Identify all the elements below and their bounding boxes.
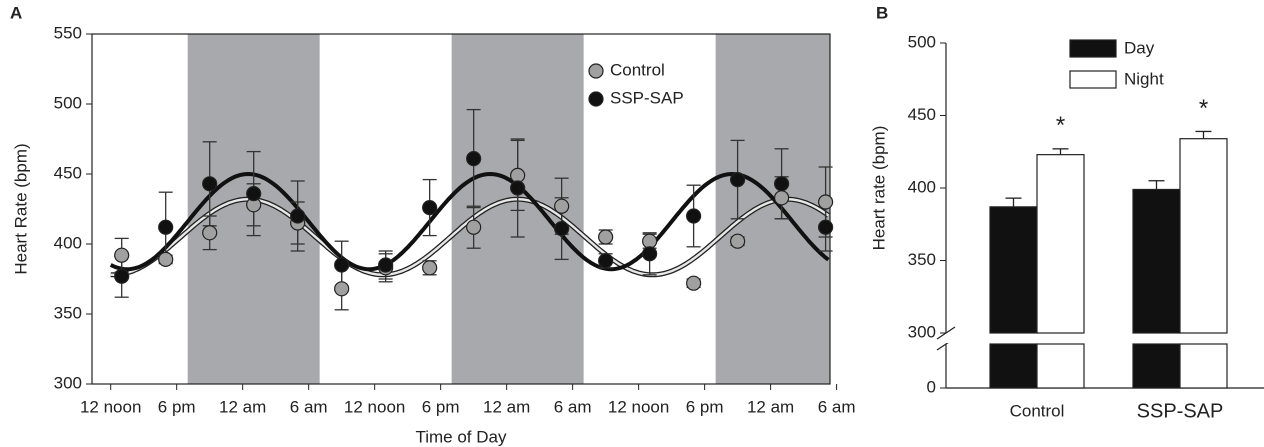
night-shade <box>715 34 830 384</box>
data-point <box>730 233 746 249</box>
y-tick-label: 500 <box>54 93 82 112</box>
data-point <box>202 225 218 241</box>
legend-swatch <box>588 63 604 79</box>
data-point <box>554 221 570 237</box>
bar-lower <box>989 343 1038 389</box>
data-point <box>158 251 174 267</box>
data-point <box>466 219 482 235</box>
legend-swatch <box>1069 70 1117 89</box>
x-tick-label: 6 am <box>554 397 592 416</box>
x-axis-label: Time of Day <box>415 427 507 446</box>
significance: * <box>1056 112 1065 139</box>
legend-label: SSP-SAP <box>610 88 684 107</box>
data-point <box>642 246 658 262</box>
x-tick-label: 12 am <box>747 397 794 416</box>
x-tick-label: 6 pm <box>158 397 196 416</box>
y-tick-label: 400 <box>908 177 936 196</box>
data-point <box>510 167 526 183</box>
y-axis-label: Heart rate (bpm) <box>869 126 888 251</box>
data-point <box>158 219 174 235</box>
y-tick-label: 550 <box>54 23 82 42</box>
bar-lower <box>1036 343 1085 389</box>
significance: * <box>1199 95 1208 122</box>
x-tick-label: Control <box>1010 401 1065 420</box>
panel-label: A <box>10 3 22 22</box>
data-point <box>378 257 394 273</box>
data-point <box>114 268 130 284</box>
y-tick-label: 0 <box>927 377 936 396</box>
x-tick-label: 12 noon <box>344 397 405 416</box>
y-tick-label: 350 <box>54 303 82 322</box>
y-tick-label: 450 <box>54 163 82 182</box>
data-point <box>334 281 350 297</box>
x-tick-label: 6 pm <box>422 397 460 416</box>
bar-lower <box>1179 343 1228 389</box>
legend-label: Night <box>1124 69 1164 88</box>
fit-curve <box>110 197 830 277</box>
y-tick-label: 450 <box>908 105 936 124</box>
data-point <box>466 151 482 167</box>
data-point <box>554 198 570 214</box>
data-point <box>686 275 702 291</box>
data-point <box>422 200 438 216</box>
bar <box>1179 138 1228 334</box>
y-tick-label: 400 <box>54 233 82 252</box>
y-tick-label: 350 <box>908 250 936 269</box>
panel-label: B <box>876 3 888 22</box>
x-tick-label: 12 am <box>219 397 266 416</box>
data-point <box>202 176 218 192</box>
data-point <box>774 176 790 192</box>
data-point <box>422 260 438 276</box>
data-point <box>598 253 614 269</box>
data-point <box>818 219 834 235</box>
x-tick-label: SSP-SAP <box>1137 400 1224 422</box>
legend-swatch <box>1069 39 1117 58</box>
fit-curve <box>109 171 830 272</box>
data-point <box>114 247 130 263</box>
x-tick-label: 6 pm <box>686 397 724 416</box>
bar <box>989 206 1038 334</box>
data-point <box>686 208 702 224</box>
data-point <box>510 180 526 196</box>
y-tick-label: 300 <box>908 322 936 341</box>
bar <box>1036 154 1085 334</box>
data-point <box>730 172 746 188</box>
x-tick-label: 12 am <box>483 397 530 416</box>
plot-frame <box>91 33 831 385</box>
y-axis-label: Heart Rate (bpm) <box>11 143 30 274</box>
data-point <box>246 186 262 202</box>
x-tick-label: 12 noon <box>80 397 141 416</box>
data-point <box>774 190 790 206</box>
x-tick-label: 6 am <box>818 397 856 416</box>
legend-label: Day <box>1124 38 1155 57</box>
data-point <box>598 229 614 245</box>
legend-swatch <box>588 91 604 107</box>
data-point <box>818 194 834 210</box>
data-point <box>334 257 350 273</box>
bar-lower <box>1132 343 1181 389</box>
y-tick-label: 500 <box>908 32 936 51</box>
bar <box>1132 188 1181 334</box>
data-point <box>642 233 658 249</box>
x-tick-label: 6 am <box>290 397 328 416</box>
data-point <box>290 208 306 224</box>
break-gap <box>945 334 1263 343</box>
y-tick-label: 300 <box>54 373 82 392</box>
legend-label: Control <box>610 60 665 79</box>
x-tick-label: 12 noon <box>608 397 669 416</box>
